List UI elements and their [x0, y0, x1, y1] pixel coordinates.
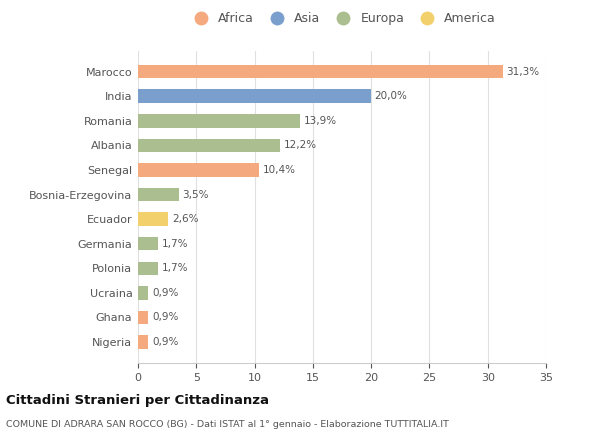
Text: 12,2%: 12,2% [284, 140, 317, 150]
Bar [138, 65, 503, 78]
Text: 2,6%: 2,6% [172, 214, 199, 224]
Text: Cittadini Stranieri per Cittadinanza: Cittadini Stranieri per Cittadinanza [6, 394, 269, 407]
Bar [138, 163, 259, 177]
Text: 0,9%: 0,9% [152, 312, 178, 323]
Text: 13,9%: 13,9% [304, 116, 337, 126]
Bar [138, 213, 169, 226]
Text: 10,4%: 10,4% [263, 165, 296, 175]
Bar [138, 311, 148, 324]
Bar [138, 139, 280, 152]
Text: 1,7%: 1,7% [161, 238, 188, 249]
Text: 0,9%: 0,9% [152, 337, 178, 347]
Bar [138, 261, 158, 275]
Text: 1,7%: 1,7% [161, 263, 188, 273]
Text: 31,3%: 31,3% [506, 66, 539, 77]
Bar [138, 335, 148, 349]
Bar [138, 89, 371, 103]
Text: COMUNE DI ADRARA SAN ROCCO (BG) - Dati ISTAT al 1° gennaio - Elaborazione TUTTIT: COMUNE DI ADRARA SAN ROCCO (BG) - Dati I… [6, 420, 449, 429]
Legend: Africa, Asia, Europa, America: Africa, Asia, Europa, America [185, 10, 499, 28]
Text: 20,0%: 20,0% [374, 91, 407, 101]
Bar [138, 237, 158, 250]
Bar [138, 188, 179, 201]
Text: 3,5%: 3,5% [182, 190, 209, 199]
Bar [138, 114, 300, 128]
Text: 0,9%: 0,9% [152, 288, 178, 298]
Bar [138, 286, 148, 300]
